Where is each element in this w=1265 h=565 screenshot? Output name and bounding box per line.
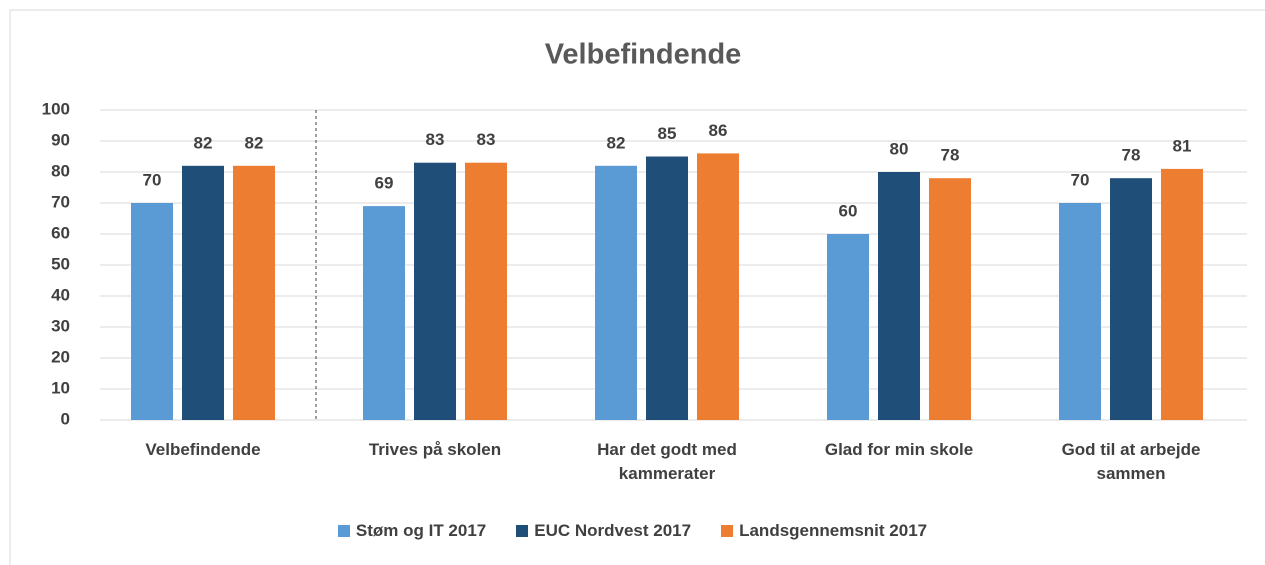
- y-tick-label: 0: [61, 409, 70, 428]
- bar: [363, 206, 405, 420]
- legend-label: EUC Nordvest 2017: [534, 521, 692, 540]
- legend-item: Landsgennemsnit 2017: [721, 521, 927, 541]
- y-tick-label: 20: [51, 347, 70, 366]
- y-tick-label: 100: [42, 99, 70, 118]
- x-tick-label: Trives på skolen: [368, 440, 502, 459]
- y-tick-label: 80: [51, 161, 70, 180]
- bar: [646, 156, 688, 420]
- y-tick-label: 30: [51, 316, 70, 335]
- bar: [697, 153, 739, 420]
- y-tick-label: 50: [51, 254, 70, 273]
- bar: [1161, 168, 1203, 420]
- bar: [929, 178, 971, 420]
- bar: [414, 162, 456, 420]
- bar: [595, 165, 637, 420]
- legend-swatch: [337, 525, 350, 537]
- x-tick-label: Velbefindende: [145, 440, 261, 459]
- bar: [131, 203, 173, 420]
- value-label: 78: [941, 146, 960, 165]
- bar: [878, 172, 920, 420]
- value-label: 80: [890, 139, 909, 158]
- legend-label: Støm og IT 2017: [355, 521, 487, 540]
- x-tick-label: Glad for min skole: [824, 440, 974, 459]
- y-tick-label: 40: [51, 285, 70, 304]
- bar: [1110, 178, 1152, 420]
- legend: Støm og IT 2017 EUC Nordvest 2017 Landsgen…: [0, 521, 1265, 541]
- value-label: 82: [194, 133, 213, 152]
- legend-swatch: [721, 525, 734, 537]
- value-label: 83: [426, 130, 445, 149]
- bar: [233, 165, 275, 420]
- y-tick-label: 70: [51, 192, 70, 211]
- y-tick-label: 60: [51, 223, 70, 242]
- bar: [465, 162, 507, 420]
- value-label: 82: [607, 133, 626, 152]
- y-tick-label: 10: [51, 378, 70, 397]
- x-tick-label: Har det godt med kammerater: [597, 440, 737, 483]
- value-label: 82: [245, 133, 264, 152]
- x-tick-label: God til at arbejde sammen: [1061, 440, 1201, 483]
- bar: [827, 234, 869, 420]
- value-label: 81: [1173, 136, 1192, 155]
- value-label: 78: [1122, 146, 1141, 165]
- bar: [182, 165, 224, 420]
- value-label: 60: [839, 201, 858, 220]
- legend-swatch: [516, 525, 529, 537]
- legend-label: Landsgennemsnit 2017: [739, 521, 928, 540]
- value-label: 69: [375, 174, 394, 193]
- value-label: 85: [658, 124, 677, 143]
- y-tick-label: 90: [51, 130, 70, 149]
- legend-item: EUC Nordvest 2017: [516, 521, 691, 541]
- bar: [1059, 203, 1101, 420]
- value-label: 70: [143, 170, 162, 189]
- chart-title: Velbefindende: [545, 39, 742, 71]
- value-label: 83: [477, 130, 496, 149]
- legend-item: Støm og IT 2017: [337, 521, 487, 541]
- value-label: 70: [1071, 170, 1090, 189]
- value-label: 86: [709, 121, 728, 140]
